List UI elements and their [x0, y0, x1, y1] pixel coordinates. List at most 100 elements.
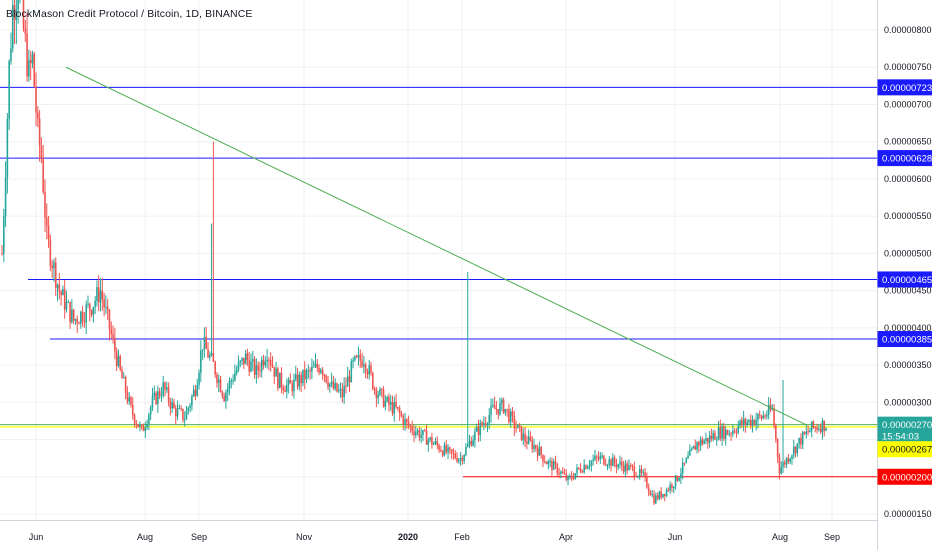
candle-body	[359, 354, 362, 361]
candle-body	[823, 420, 826, 431]
candle-body	[361, 360, 363, 367]
candle-body	[681, 462, 684, 474]
candle-body	[321, 369, 324, 375]
candle-body	[810, 421, 813, 431]
candle-body	[108, 309, 111, 330]
candle-body	[524, 433, 526, 442]
candle-body	[58, 284, 61, 292]
candle-body	[805, 431, 808, 434]
candle-body	[520, 426, 523, 440]
candle-body	[65, 301, 68, 310]
candle-body	[40, 145, 43, 159]
y-tick-label: 0.00000400	[884, 323, 932, 333]
candle-body	[37, 112, 39, 119]
candle-body	[391, 401, 394, 414]
candle-body	[536, 448, 539, 456]
candle-body	[103, 299, 105, 308]
candle-body	[49, 239, 52, 266]
candle-body	[151, 396, 154, 408]
candle-body	[305, 370, 308, 380]
candle-body	[595, 456, 598, 458]
candle-body	[674, 475, 677, 487]
candle-body	[379, 388, 381, 395]
candle-body	[574, 473, 577, 479]
candle-body	[551, 460, 553, 471]
candle-body	[443, 445, 446, 456]
candle-body	[250, 361, 252, 372]
candle-body	[148, 414, 150, 425]
candle-body	[135, 423, 138, 425]
candle-body	[606, 465, 609, 467]
candle-body	[492, 405, 494, 407]
candle-body	[515, 428, 517, 430]
candle-body	[128, 397, 130, 402]
candle-body	[497, 409, 499, 415]
candle-body	[280, 372, 283, 388]
candle-body	[196, 384, 199, 396]
candle-body	[493, 405, 496, 409]
descending-trendline[interactable]	[65, 66, 807, 426]
candle-body	[730, 433, 732, 435]
candle-body	[617, 464, 620, 468]
candle-body	[35, 86, 37, 113]
candle-body	[133, 414, 136, 424]
candle-body	[624, 463, 627, 472]
candle-body	[330, 381, 333, 384]
candle-body	[178, 408, 181, 410]
candle-body	[560, 471, 562, 474]
candle-body	[207, 348, 209, 358]
price-tag-label: 15:54:03	[882, 431, 919, 442]
horizontal-levels[interactable]	[0, 86, 877, 478]
candle-body	[542, 454, 544, 462]
candle-body	[153, 392, 156, 397]
candle-body	[228, 380, 231, 389]
candle-body	[294, 374, 297, 380]
y-tick-label: 0.00000550	[884, 211, 932, 221]
candle-body	[293, 379, 295, 392]
candle-body	[513, 415, 516, 429]
candle-body	[411, 426, 414, 432]
candle-body	[350, 361, 353, 383]
candle-body	[216, 374, 218, 383]
candle-body	[53, 262, 55, 269]
candle-body	[565, 473, 568, 480]
candle-body	[192, 389, 195, 397]
candle-body	[217, 379, 220, 383]
candle-body	[490, 405, 492, 416]
candle-body	[724, 429, 727, 439]
candle-body	[123, 377, 125, 379]
candle-body	[726, 429, 729, 435]
y-tick-label: 0.00000350	[884, 360, 932, 370]
candle-body	[613, 457, 616, 464]
candle-body	[647, 487, 650, 492]
candle-body	[612, 457, 614, 467]
candle-body	[398, 408, 401, 414]
candle-body	[486, 424, 489, 426]
candle-body	[468, 440, 471, 444]
candle-body	[221, 391, 224, 396]
candle-body	[470, 440, 473, 446]
candle-body	[782, 462, 784, 468]
candle-body	[268, 359, 270, 361]
candle-body	[51, 265, 53, 269]
candle-body	[318, 368, 320, 373]
candle-body	[13, 5, 16, 20]
candle-body	[706, 437, 709, 443]
candle-body	[162, 382, 165, 396]
price-tag-label: 0.00000385	[882, 335, 932, 346]
candle-body	[382, 389, 385, 407]
candle-body	[4, 177, 7, 217]
trendline[interactable]	[65, 66, 807, 426]
candle-body	[807, 431, 809, 433]
candle-body	[341, 388, 344, 398]
candle-body	[601, 455, 603, 457]
candle-body	[563, 473, 566, 475]
candle-body	[739, 420, 741, 426]
candle-body	[751, 419, 754, 426]
candle-body	[144, 427, 147, 431]
candle-body	[477, 426, 480, 436]
candle-body	[814, 427, 817, 429]
candle-body	[427, 439, 430, 445]
time-axis[interactable]: Jun Aug Sep Nov 2020 Feb Apr Jun Aug Sep	[0, 520, 877, 543]
